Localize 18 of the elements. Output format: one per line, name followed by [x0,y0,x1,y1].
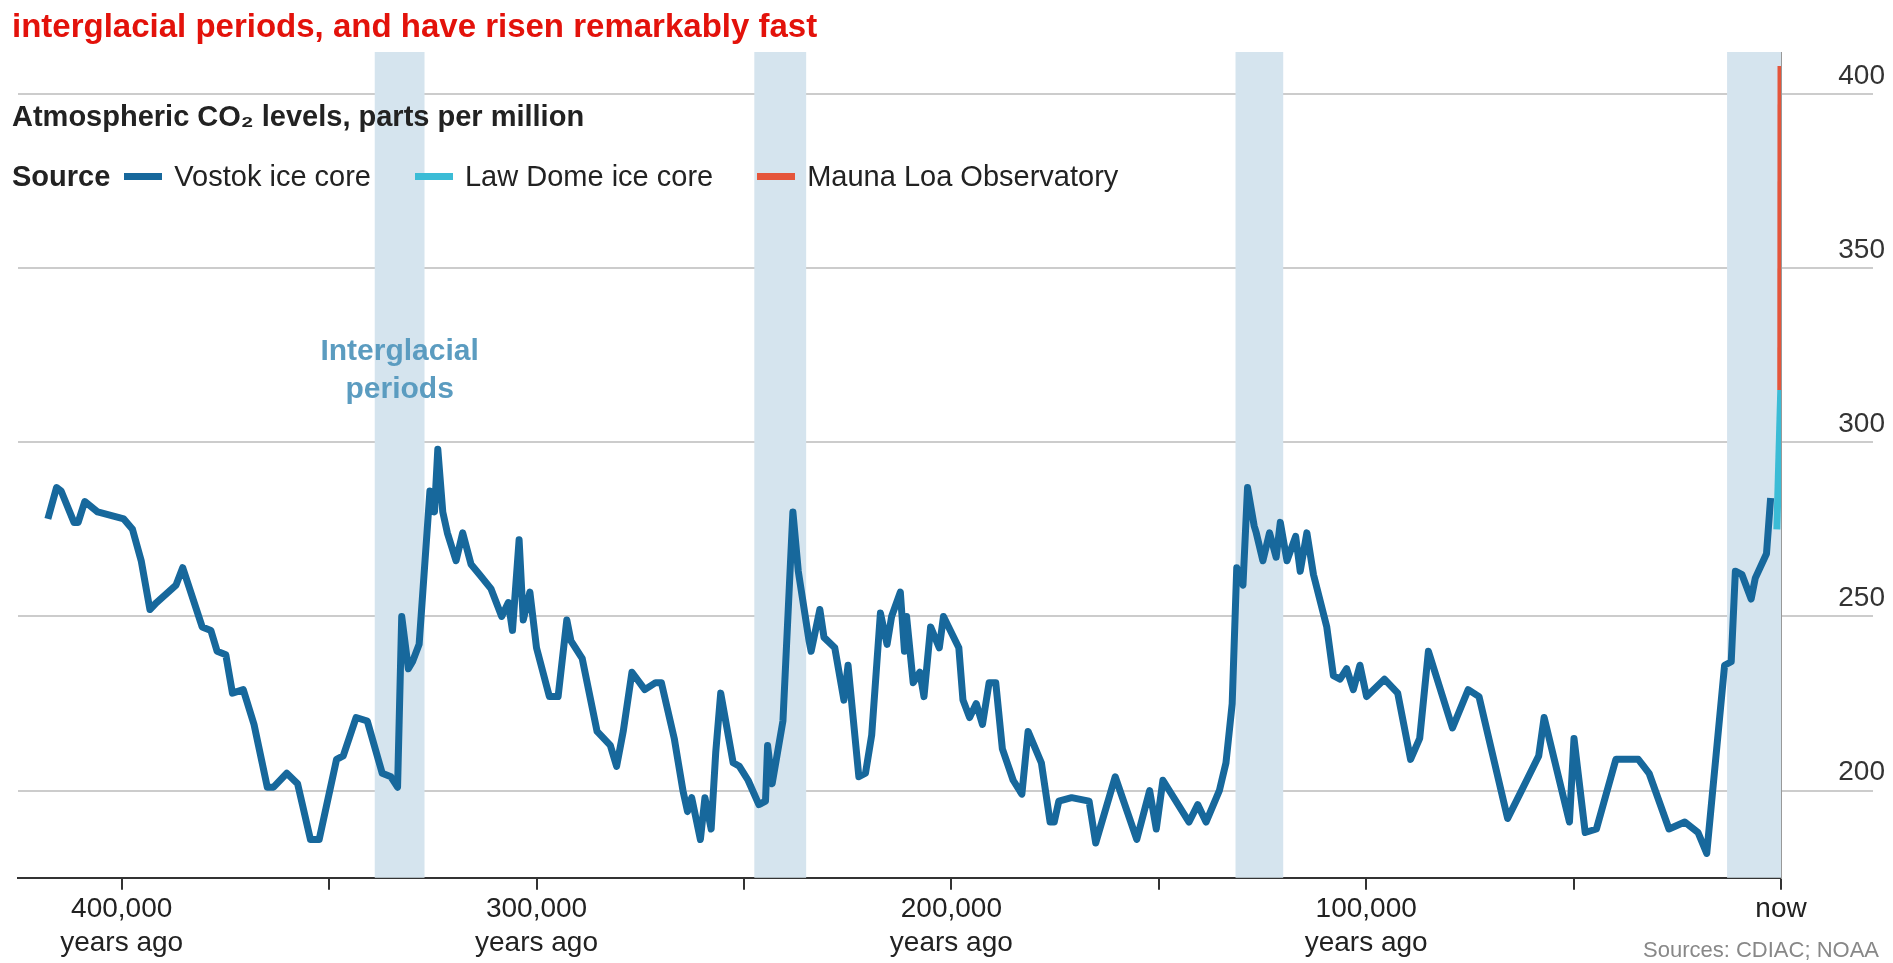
y-tick-label: 300 [1838,406,1885,438]
x-tick-label: 100,000 years ago [1304,892,1428,957]
y-tick-label: 350 [1838,232,1885,264]
x-tick-label: 200,000 years ago [889,892,1013,957]
chart-title: interglacial periods, and have risen remarkably fast [12,7,818,44]
y-tick-label: 200 [1838,755,1885,787]
text: Atmospheric CO₂ levels, parts per million [12,100,585,133]
x-tick-label: 300,000 years ago [475,892,599,957]
legend-title: Source [12,160,111,193]
legend-label: Law Dome ice core [464,160,714,193]
x-tick-label: now [1755,892,1808,924]
band-label: Interglacial periods [320,333,479,405]
y-tick-label: 400 [1838,58,1885,90]
legend-label: Vostok ice core [174,160,371,193]
legend-label: Mauna Loa Observatory [807,160,1119,193]
source-note: Sources: CDIAC; NOAA [1643,937,1879,963]
y-tick-label: 250 [1838,581,1885,613]
x-tick-label: 400,000 years ago [60,892,184,957]
